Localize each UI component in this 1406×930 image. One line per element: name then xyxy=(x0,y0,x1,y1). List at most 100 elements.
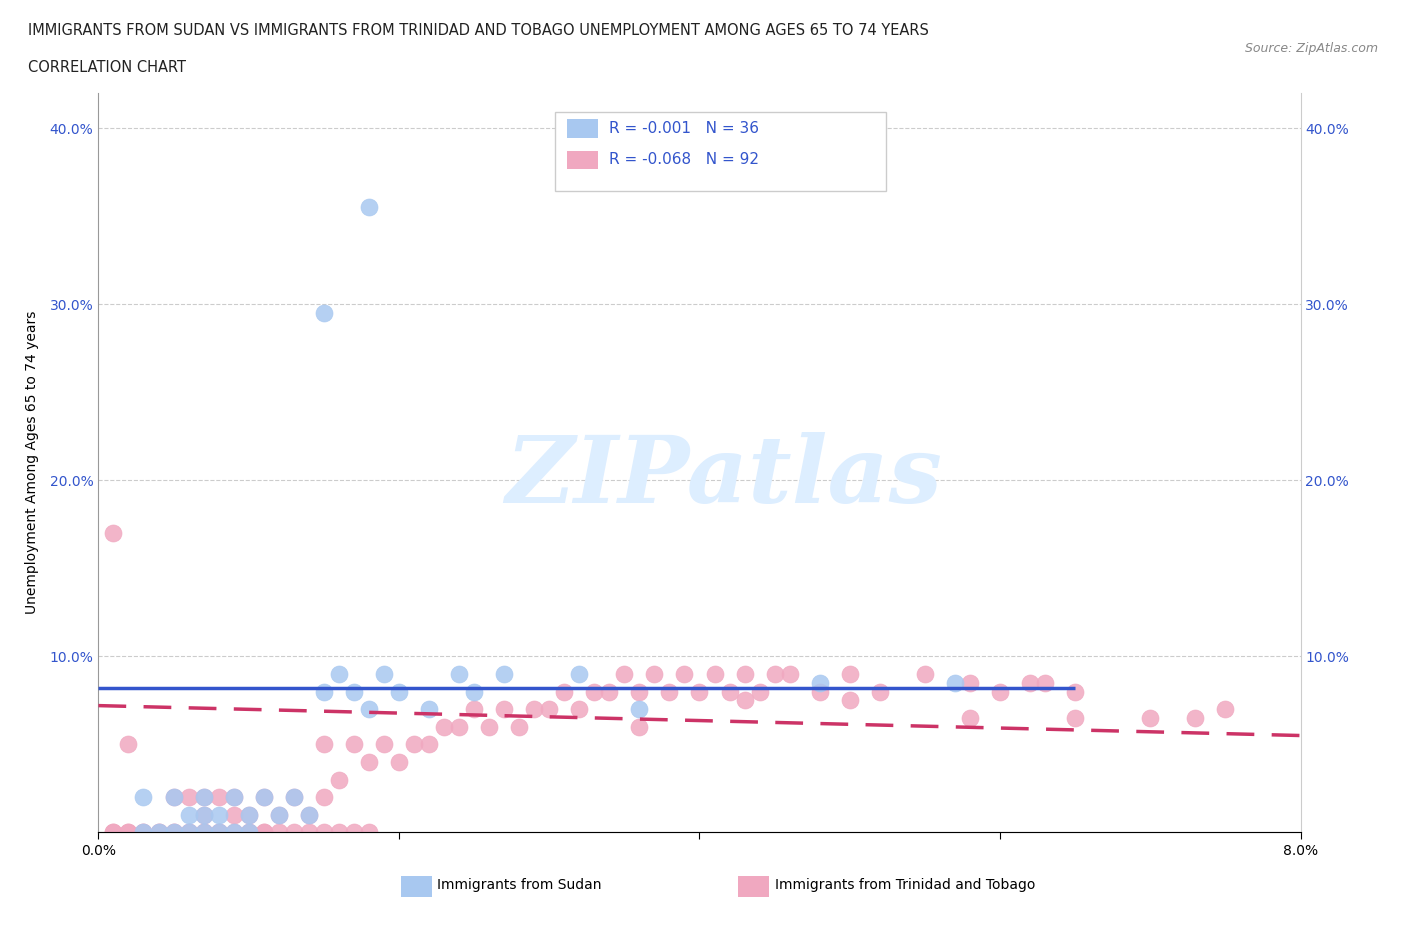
Point xyxy=(312,737,335,751)
Point xyxy=(117,825,139,840)
Point xyxy=(117,825,139,840)
Point xyxy=(328,825,350,840)
Point xyxy=(208,825,231,840)
Point xyxy=(177,790,200,804)
Point xyxy=(177,825,200,840)
Point xyxy=(103,825,125,840)
Point xyxy=(628,684,651,699)
Point xyxy=(117,737,139,751)
Point xyxy=(447,719,470,734)
Point xyxy=(267,807,290,822)
Point xyxy=(734,667,756,682)
Point xyxy=(988,684,1011,699)
Point xyxy=(177,825,200,840)
Point xyxy=(162,825,184,840)
Point xyxy=(103,825,125,840)
Point xyxy=(283,825,305,840)
Point xyxy=(763,667,786,682)
Point xyxy=(193,825,215,840)
Point xyxy=(132,825,155,840)
Point xyxy=(463,684,485,699)
Point xyxy=(312,306,335,321)
Point xyxy=(177,807,200,822)
Point xyxy=(357,754,380,769)
Point xyxy=(283,790,305,804)
Point xyxy=(162,825,184,840)
Point xyxy=(658,684,681,699)
Point xyxy=(643,667,665,682)
Point xyxy=(418,701,440,716)
Point xyxy=(238,825,260,840)
Point xyxy=(1019,675,1042,690)
Point xyxy=(148,825,170,840)
Point xyxy=(238,807,260,822)
Point xyxy=(388,684,411,699)
Point xyxy=(869,684,891,699)
Point xyxy=(583,684,606,699)
Text: R = -0.068   N = 92: R = -0.068 N = 92 xyxy=(609,153,759,167)
Point xyxy=(103,525,125,540)
Point xyxy=(253,790,276,804)
Point xyxy=(779,667,801,682)
Point xyxy=(553,684,575,699)
Point xyxy=(494,667,516,682)
Point xyxy=(208,825,231,840)
Point xyxy=(748,684,770,699)
Point xyxy=(357,825,380,840)
Point xyxy=(298,807,321,822)
Point xyxy=(523,701,546,716)
Point xyxy=(222,790,245,804)
Point xyxy=(193,790,215,804)
Point xyxy=(312,790,335,804)
Point xyxy=(238,825,260,840)
Point xyxy=(494,701,516,716)
Point xyxy=(208,790,231,804)
Point xyxy=(238,807,260,822)
Point xyxy=(222,790,245,804)
Point xyxy=(298,825,321,840)
Point xyxy=(959,711,981,725)
Point xyxy=(463,701,485,716)
Point xyxy=(162,790,184,804)
Point xyxy=(132,825,155,840)
Point xyxy=(838,667,860,682)
Point xyxy=(538,701,561,716)
Text: IMMIGRANTS FROM SUDAN VS IMMIGRANTS FROM TRINIDAD AND TOBAGO UNEMPLOYMENT AMONG : IMMIGRANTS FROM SUDAN VS IMMIGRANTS FROM… xyxy=(28,23,929,38)
Point xyxy=(433,719,456,734)
Point xyxy=(253,825,276,840)
Point xyxy=(343,825,366,840)
Point xyxy=(312,684,335,699)
Point xyxy=(312,825,335,840)
Point xyxy=(343,737,366,751)
Point xyxy=(357,701,380,716)
Point xyxy=(193,825,215,840)
Point xyxy=(132,825,155,840)
Point xyxy=(943,675,966,690)
Point xyxy=(193,790,215,804)
Point xyxy=(673,667,696,682)
Y-axis label: Unemployment Among Ages 65 to 74 years: Unemployment Among Ages 65 to 74 years xyxy=(24,311,38,615)
Point xyxy=(373,737,395,751)
Point xyxy=(208,825,231,840)
Point xyxy=(148,825,170,840)
Text: Source: ZipAtlas.com: Source: ZipAtlas.com xyxy=(1244,42,1378,55)
Point xyxy=(613,667,636,682)
Point xyxy=(373,667,395,682)
Text: CORRELATION CHART: CORRELATION CHART xyxy=(28,60,186,75)
Point xyxy=(1215,701,1237,716)
Point xyxy=(402,737,425,751)
Point xyxy=(222,807,245,822)
Point xyxy=(478,719,501,734)
Point xyxy=(418,737,440,751)
Point xyxy=(1184,711,1206,725)
Point xyxy=(162,825,184,840)
Point xyxy=(208,807,231,822)
Point xyxy=(1139,711,1161,725)
Point xyxy=(628,701,651,716)
Point xyxy=(808,675,831,690)
Point xyxy=(959,675,981,690)
Point xyxy=(253,825,276,840)
Point xyxy=(357,200,380,215)
Text: R = -0.001   N = 36: R = -0.001 N = 36 xyxy=(609,121,759,136)
Point xyxy=(388,754,411,769)
